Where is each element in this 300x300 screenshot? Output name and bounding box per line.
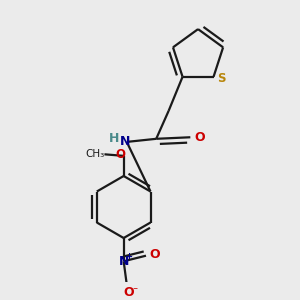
Text: S: S: [217, 72, 226, 85]
Text: O: O: [194, 131, 205, 144]
Text: ⁻: ⁻: [132, 286, 137, 296]
Text: N: N: [119, 135, 130, 148]
Text: O: O: [123, 286, 134, 299]
Text: N: N: [118, 255, 129, 268]
Text: CH₃: CH₃: [85, 149, 105, 159]
Text: O: O: [149, 248, 160, 261]
Text: H: H: [109, 132, 119, 145]
Text: +: +: [125, 252, 132, 261]
Text: O: O: [116, 148, 126, 161]
